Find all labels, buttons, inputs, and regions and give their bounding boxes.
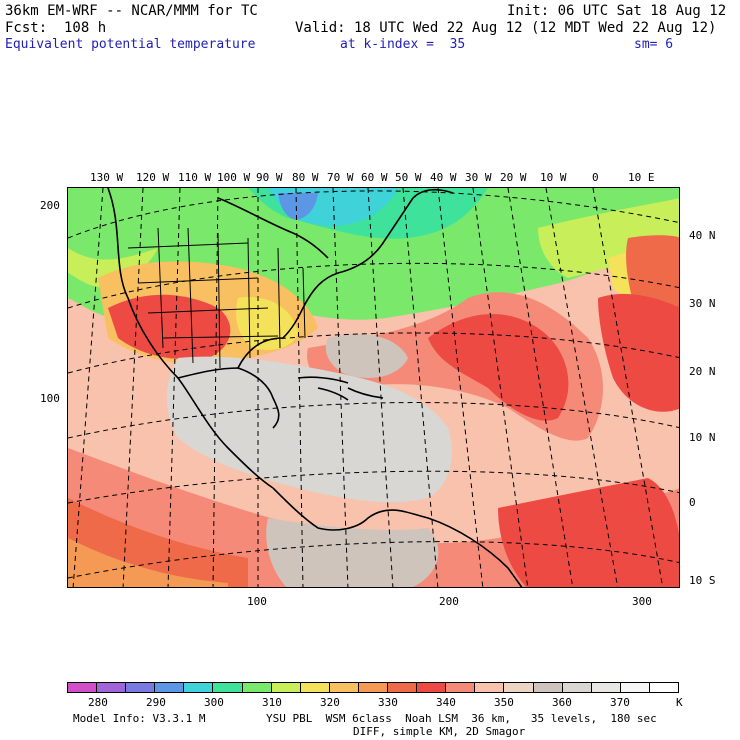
map-canvas [68,188,679,587]
field-sw-orange [68,538,228,587]
lon-label: 30 W [465,171,492,184]
lon-label: 10 E [628,171,655,184]
lon-label: 80 W [292,171,319,184]
field-caribbean-grey [166,356,452,503]
colorbar-segment [388,683,418,692]
field-grey-2 [325,334,408,378]
colorbar-segment [242,683,272,692]
colorbar-segment [475,683,505,692]
lon-label: 50 W [395,171,422,184]
colorbar-label: 280 [88,696,108,709]
colorbar-segment [184,683,214,692]
field-west-yellowgreen [68,248,158,288]
colorbar-segment [533,683,563,692]
lon-label: 130 W [90,171,124,184]
lon-label: 90 W [256,171,283,184]
lon-label: 110 W [178,171,212,184]
theta-e-map [67,187,680,588]
graticule [68,188,679,587]
field-atlantic-red [428,314,569,421]
lat-label: 20 N [689,365,716,378]
colorbar-label: 320 [320,696,340,709]
smoothing-info: sm= 6 [634,37,674,52]
colorbar-label: 310 [262,696,282,709]
level-info: at k-index = 35 [340,37,466,52]
colorbar-segment [97,683,127,692]
physics-info: YSU PBL WSM 6class Noah LSM 36 km, 35 le… [266,712,657,725]
lat-label: 10 N [689,431,716,444]
colorbar-segment [446,683,476,692]
forecast-hour: Fcst: 108 h [5,20,107,36]
colorbar-segment [68,683,98,692]
grid-y-label: 100 [40,392,60,405]
colorbar-segment [504,683,534,692]
colorbar-segment [417,683,447,692]
colorbar-units: K [676,696,683,709]
colorbar-segment [271,683,301,692]
lon-label: 120 W [136,171,170,184]
lon-label: 70 W [327,171,354,184]
model-title: 36km EM-WRF -- NCAR/MMM for TC [5,3,258,19]
colorbar-segment [126,683,156,692]
lon-label: 60 W [361,171,388,184]
lon-label: 40 W [430,171,457,184]
lat-label: 40 N [689,229,716,242]
colorbar-segment [358,683,389,692]
colorbar-segment [620,683,650,692]
diffusion-info: DIFF, simple KM, 2D Smagor [353,725,526,738]
lon-label: 100 W [217,171,251,184]
lon-label: 0 [592,171,599,184]
colorbar-label: 360 [552,696,572,709]
lon-label: 10 W [540,171,567,184]
grid-x-label: 200 [439,595,459,608]
colorbar-segment [155,683,185,692]
colorbar-label: 290 [146,696,166,709]
grid-x-label: 300 [632,595,652,608]
field-se-red [498,478,679,587]
colorbar-label: 330 [378,696,398,709]
colorbar-segment [213,683,243,692]
colorbar-label: 350 [494,696,514,709]
init-time: Init: 06 UTC Sat 18 Aug 12 [507,3,727,19]
lat-label: 10 S [689,574,716,587]
lat-label: 0 [689,496,696,509]
lat-label: 30 N [689,297,716,310]
coastlines [107,188,523,587]
lon-label: 20 W [500,171,527,184]
colorbar-label: 300 [204,696,224,709]
colorbar-label: 370 [610,696,630,709]
model-info: Model Info: V3.3.1 M [73,712,206,725]
field-sa-grey [266,518,439,587]
colorbar-segment [300,683,330,692]
field-north-blue [278,193,318,220]
colorbar-segment [562,683,592,692]
field-east-red [598,293,679,412]
grid-x-label: 100 [247,595,267,608]
colorbar-segment [649,683,678,692]
grid-y-label: 200 [40,199,60,212]
colorbar-segment [591,683,621,692]
valid-time: Valid: 18 UTC Wed 22 Aug 12 (12 MDT Wed … [295,20,717,36]
field-name: Equivalent potential temperature [5,37,256,52]
colorbar [67,682,679,693]
state-borders [127,227,306,369]
colorbar-label: 340 [436,696,456,709]
colorbar-segment [329,683,359,692]
